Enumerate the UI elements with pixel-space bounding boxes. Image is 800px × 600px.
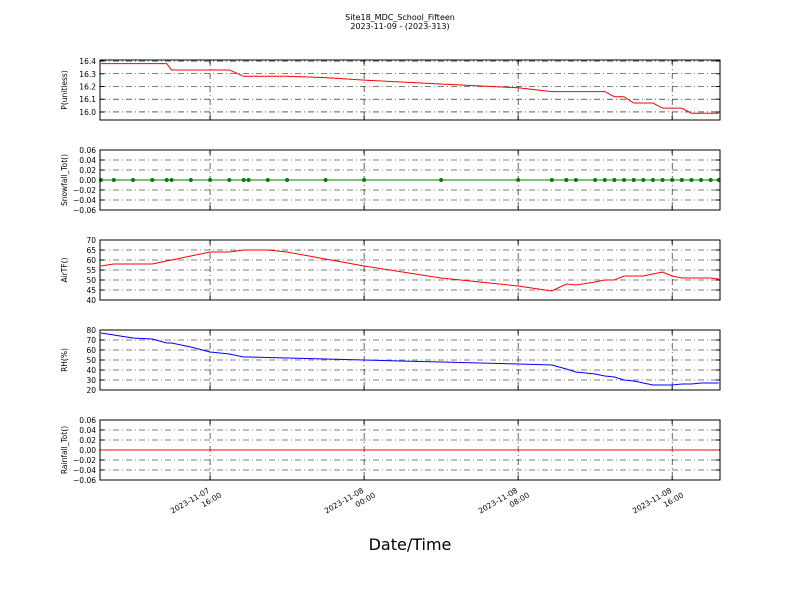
data-marker bbox=[246, 178, 251, 182]
y-tick-label: 16.0 bbox=[79, 108, 96, 117]
y-tick-label: 40 bbox=[86, 366, 96, 375]
data-marker bbox=[612, 178, 617, 182]
data-marker bbox=[549, 178, 554, 182]
data-marker bbox=[516, 178, 521, 182]
y-tick-label: −0.02 bbox=[73, 456, 96, 465]
axes-frame bbox=[99, 149, 721, 211]
data-marker bbox=[679, 178, 684, 182]
y-tick-label: 0.04 bbox=[79, 156, 96, 165]
y-tick-label: −0.04 bbox=[73, 196, 96, 205]
data-marker bbox=[150, 178, 155, 182]
data-marker bbox=[708, 178, 713, 182]
y-tick-label: 0.02 bbox=[79, 166, 96, 175]
data-marker bbox=[641, 178, 646, 182]
y-tick-label: 0.06 bbox=[79, 416, 96, 425]
data-marker bbox=[111, 178, 116, 182]
y-tick-label: 16.2 bbox=[79, 82, 96, 91]
axes-frame bbox=[99, 419, 721, 481]
data-marker bbox=[285, 178, 290, 182]
data-marker bbox=[131, 178, 136, 182]
y-tick-label: 16.4 bbox=[79, 57, 96, 66]
data-marker bbox=[188, 178, 193, 182]
chart-title: Site18_MDC_School_Fifteen bbox=[345, 13, 455, 22]
y-tick-label: 16.3 bbox=[79, 70, 96, 79]
y-tick-label: 0.06 bbox=[79, 146, 96, 155]
data-marker bbox=[699, 178, 704, 182]
data-marker bbox=[650, 178, 655, 182]
y-tick-label: 0.00 bbox=[79, 446, 96, 455]
axes-frame bbox=[99, 59, 721, 121]
y-tick-label: 50 bbox=[86, 276, 96, 285]
data-marker bbox=[670, 178, 675, 182]
y-tick-label: 45 bbox=[86, 286, 96, 295]
axes-frame bbox=[99, 329, 721, 391]
data-marker bbox=[169, 178, 174, 182]
y-axis-label: P(unitless) bbox=[60, 70, 69, 109]
data-marker bbox=[564, 178, 569, 182]
data-line bbox=[100, 332, 719, 386]
y-tick-label: 60 bbox=[86, 256, 96, 265]
y-tick-label: 0.04 bbox=[79, 426, 96, 435]
y-tick-label: −0.02 bbox=[73, 186, 96, 195]
data-marker bbox=[573, 178, 578, 182]
y-tick-label: 0.02 bbox=[79, 436, 96, 445]
y-tick-label: 30 bbox=[86, 376, 96, 385]
y-tick-label: 55 bbox=[86, 266, 96, 275]
data-marker bbox=[439, 178, 444, 182]
data-marker bbox=[265, 178, 270, 182]
data-marker bbox=[660, 178, 665, 182]
data-marker bbox=[593, 178, 598, 182]
axes-frame bbox=[99, 239, 721, 301]
y-axis-label: Rainfall_Tot() bbox=[60, 426, 69, 474]
y-tick-label: 70 bbox=[86, 336, 96, 345]
data-line bbox=[100, 249, 719, 292]
data-marker bbox=[602, 178, 607, 182]
y-axis-label: Snowfall_Tot() bbox=[60, 154, 69, 206]
y-tick-label: 80 bbox=[86, 326, 96, 335]
data-marker bbox=[362, 178, 367, 182]
y-tick-label: −0.06 bbox=[73, 476, 96, 485]
y-tick-label: 40 bbox=[86, 296, 96, 305]
data-marker bbox=[323, 178, 328, 182]
data-marker bbox=[622, 178, 627, 182]
data-marker bbox=[208, 178, 213, 182]
y-tick-label: 16.1 bbox=[79, 95, 96, 104]
data-line bbox=[100, 63, 719, 114]
y-axis-label: RH(%) bbox=[60, 348, 69, 372]
data-marker bbox=[164, 178, 169, 182]
y-tick-label: 70 bbox=[86, 236, 96, 245]
data-marker bbox=[227, 178, 232, 182]
y-tick-label: 60 bbox=[86, 346, 96, 355]
y-tick-label: 0.00 bbox=[79, 176, 96, 185]
y-tick-label: −0.06 bbox=[73, 206, 96, 215]
y-tick-label: 65 bbox=[86, 246, 96, 255]
chart-subtitle: 2023-11-09 - (2023-313) bbox=[350, 22, 449, 31]
data-marker bbox=[689, 178, 694, 182]
data-marker bbox=[241, 178, 246, 182]
y-axis-label: AirTF() bbox=[60, 257, 69, 282]
y-tick-label: 20 bbox=[86, 386, 96, 395]
y-tick-label: 50 bbox=[86, 356, 96, 365]
data-marker bbox=[631, 178, 636, 182]
y-tick-label: −0.04 bbox=[73, 466, 96, 475]
x-axis-label: Date/Time bbox=[369, 535, 452, 554]
